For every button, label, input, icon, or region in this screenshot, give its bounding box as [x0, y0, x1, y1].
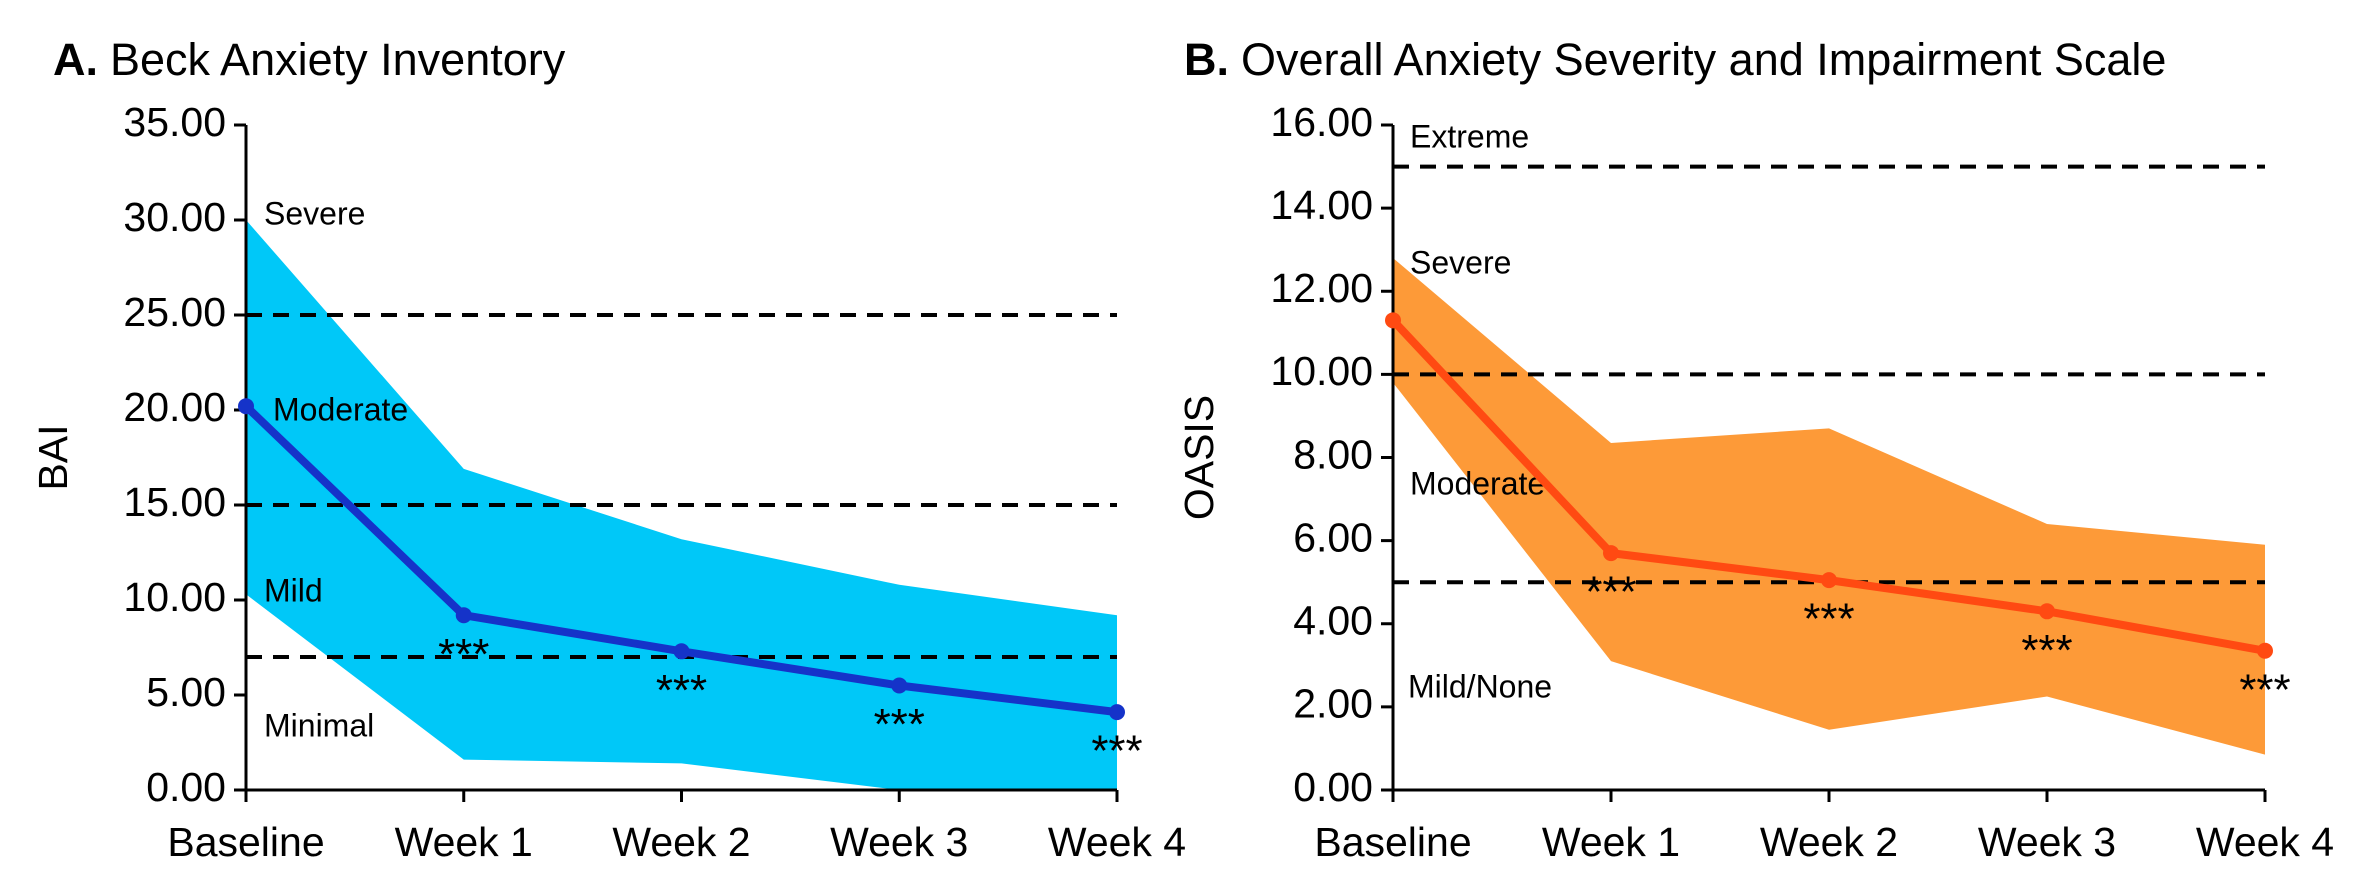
- point: [2257, 642, 2273, 659]
- y-tick-label: 5.00: [146, 669, 226, 715]
- y-tick-label: 8.00: [1293, 431, 1373, 477]
- y-tick-label: 20.00: [123, 384, 226, 430]
- x-tick-label: Week 1: [1542, 819, 1680, 865]
- x-tick-label: Baseline: [1314, 819, 1471, 865]
- y-tick-label: 6.00: [1293, 514, 1373, 560]
- x-tick-label: Week 1: [395, 819, 533, 865]
- x-tick-label: Baseline: [167, 819, 324, 865]
- significance: ***: [874, 700, 925, 749]
- significance: ***: [438, 630, 489, 679]
- x-tick-label: Week 2: [612, 819, 750, 865]
- title-text: Beck Anxiety Inventory: [110, 34, 566, 85]
- y-tick-label: 2.00: [1293, 681, 1373, 727]
- chart-title: B. Overall Anxiety Severity and Impairmen…: [1184, 34, 2166, 85]
- x-tick-label: Week 4: [2196, 819, 2334, 865]
- significance: ***: [656, 666, 707, 715]
- significance: ***: [1585, 568, 1636, 617]
- point: [455, 607, 472, 624]
- y-tick-label: 14.00: [1270, 182, 1373, 228]
- significance: ***: [1803, 595, 1854, 644]
- y-tick-label: 30.00: [123, 194, 226, 240]
- y-tick-label: 15.00: [123, 479, 226, 525]
- y-axis-label: BAI: [30, 424, 76, 490]
- range-band: [246, 220, 1117, 790]
- x-tick-label: Week 2: [1760, 819, 1898, 865]
- y-axis-label: OASIS: [1176, 395, 1222, 520]
- region-label: Minimal: [264, 707, 374, 743]
- y-tick-label: 10.00: [123, 574, 226, 620]
- y-tick-label: 4.00: [1293, 598, 1373, 644]
- range-band: [1393, 258, 2265, 755]
- panel-label: A.: [53, 34, 98, 85]
- y-tick-label: 35.00: [123, 99, 226, 145]
- point: [2039, 603, 2055, 620]
- y-tick-label: 25.00: [123, 289, 226, 335]
- point: [1821, 572, 1837, 589]
- region-label: Mild/None: [1408, 668, 1552, 704]
- region-label: Mild: [264, 572, 323, 608]
- x-tick-label: Week 3: [1978, 819, 2116, 865]
- point: [891, 677, 908, 694]
- x-tick-label: Week 3: [830, 819, 968, 865]
- point: [1385, 312, 1401, 329]
- x-tick-label: Week 4: [1048, 819, 1186, 865]
- region-label: Moderate: [273, 391, 408, 427]
- point: [673, 643, 690, 660]
- region-label: Extreme: [1410, 118, 1529, 154]
- chart-title: A. Beck Anxiety Inventory: [53, 34, 566, 85]
- significance: ***: [2239, 665, 2290, 714]
- y-tick-label: 12.00: [1270, 265, 1373, 311]
- panel-label: B.: [1184, 34, 1229, 85]
- title-text: Overall Anxiety Severity and Impairment …: [1241, 34, 2166, 85]
- point: [1603, 545, 1619, 562]
- y-tick-label: 16.00: [1270, 99, 1373, 145]
- region-label: Moderate: [1410, 465, 1545, 501]
- region-label: Severe: [264, 195, 365, 231]
- y-tick-label: 0.00: [1293, 764, 1373, 810]
- point: [1109, 704, 1125, 721]
- significance: ***: [1091, 727, 1142, 776]
- y-tick-label: 10.00: [1270, 348, 1373, 394]
- point: [238, 398, 254, 415]
- y-tick-label: 0.00: [146, 764, 226, 810]
- region-label: Severe: [1410, 244, 1511, 280]
- significance: ***: [2021, 626, 2072, 675]
